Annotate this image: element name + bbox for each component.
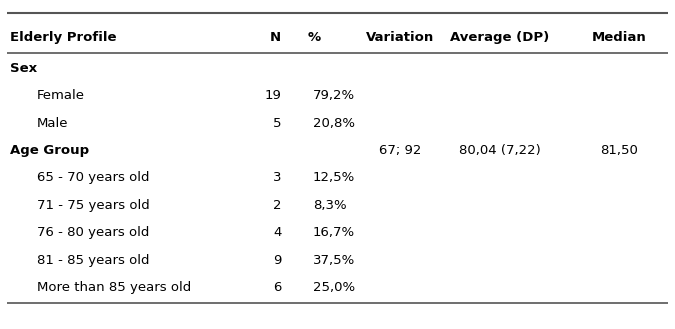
Text: 6: 6 bbox=[273, 281, 281, 294]
Text: 81 - 85 years old: 81 - 85 years old bbox=[36, 254, 149, 267]
Text: 3: 3 bbox=[273, 171, 281, 185]
Text: 5: 5 bbox=[273, 117, 281, 130]
Text: 37,5%: 37,5% bbox=[313, 254, 355, 267]
Text: Male: Male bbox=[36, 117, 68, 130]
Text: Average (DP): Average (DP) bbox=[450, 31, 549, 44]
Text: Variation: Variation bbox=[367, 31, 435, 44]
Text: 9: 9 bbox=[273, 254, 281, 267]
Text: 16,7%: 16,7% bbox=[313, 226, 355, 239]
Text: Age Group: Age Group bbox=[10, 144, 89, 157]
Text: 71 - 75 years old: 71 - 75 years old bbox=[36, 199, 149, 212]
Text: Female: Female bbox=[36, 89, 84, 102]
Text: 25,0%: 25,0% bbox=[313, 281, 355, 294]
Text: 12,5%: 12,5% bbox=[313, 171, 355, 185]
Text: 2: 2 bbox=[273, 199, 281, 212]
Text: 20,8%: 20,8% bbox=[313, 117, 355, 130]
Text: More than 85 years old: More than 85 years old bbox=[36, 281, 191, 294]
Text: Elderly Profile: Elderly Profile bbox=[10, 31, 117, 44]
Text: 19: 19 bbox=[265, 89, 281, 102]
Text: %: % bbox=[308, 31, 321, 44]
Text: N: N bbox=[270, 31, 281, 44]
Text: Sex: Sex bbox=[10, 62, 37, 75]
Text: 8,3%: 8,3% bbox=[313, 199, 347, 212]
Text: Median: Median bbox=[591, 31, 646, 44]
Text: 67; 92: 67; 92 bbox=[379, 144, 421, 157]
Text: 81,50: 81,50 bbox=[599, 144, 638, 157]
Text: 4: 4 bbox=[273, 226, 281, 239]
Text: 80,04 (7,22): 80,04 (7,22) bbox=[459, 144, 541, 157]
Text: 65 - 70 years old: 65 - 70 years old bbox=[36, 171, 149, 185]
Text: 79,2%: 79,2% bbox=[313, 89, 355, 102]
Text: 76 - 80 years old: 76 - 80 years old bbox=[36, 226, 149, 239]
